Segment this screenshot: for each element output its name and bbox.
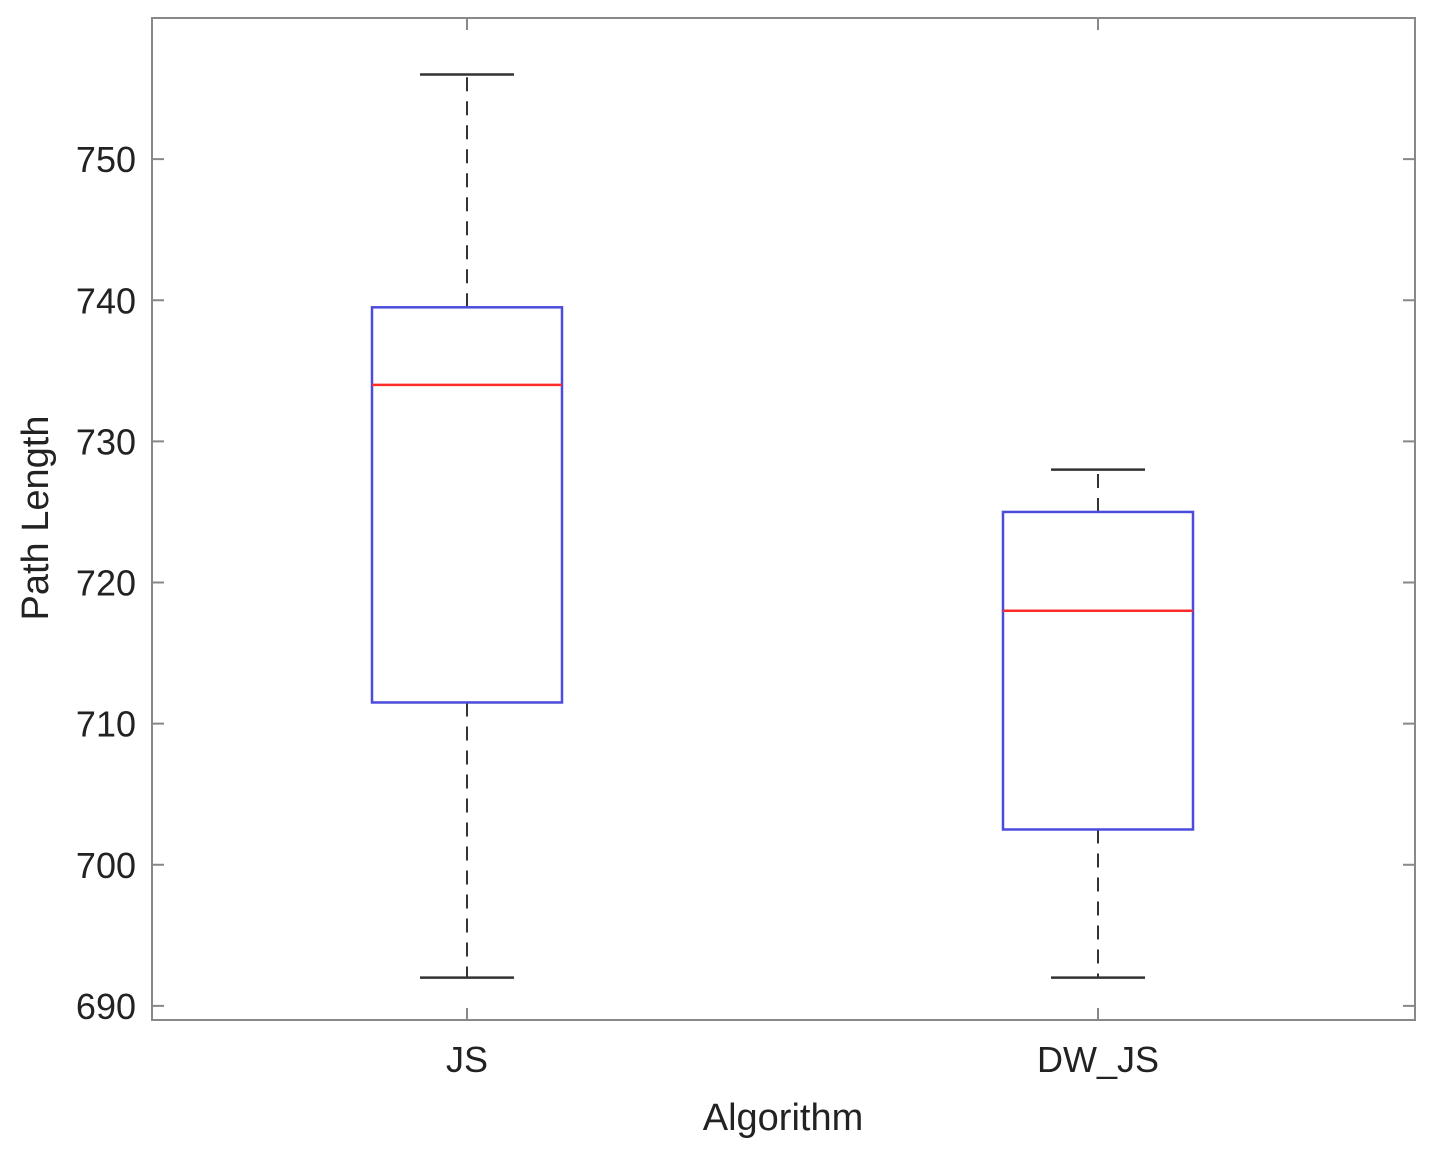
x-tick-label: DW_JS (1037, 1039, 1159, 1080)
box-iqr (1001, 510, 1195, 831)
y-tick-label: 730 (76, 421, 136, 462)
y-tick-label: 720 (76, 563, 136, 604)
box-iqr (370, 306, 564, 704)
x-tick-label: JS (446, 1039, 488, 1080)
y-axis-title: Path Length (15, 416, 57, 621)
box-group-js (370, 73, 564, 979)
y-tick-label: 750 (76, 139, 136, 180)
plot-frame (151, 17, 1416, 1021)
y-tick-label: 740 (76, 280, 136, 321)
box-group-dw-js (1001, 468, 1195, 979)
y-tick-label: 710 (76, 704, 136, 745)
x-axis-title: Algorithm (703, 1097, 864, 1139)
labels: 690 700 710 720 730 740 750 JS DW_JS (76, 139, 1159, 1080)
y-tick-label: 700 (76, 845, 136, 886)
axes (151, 17, 1416, 1021)
boxes (370, 73, 1195, 979)
y-tick-label: 690 (76, 986, 136, 1027)
